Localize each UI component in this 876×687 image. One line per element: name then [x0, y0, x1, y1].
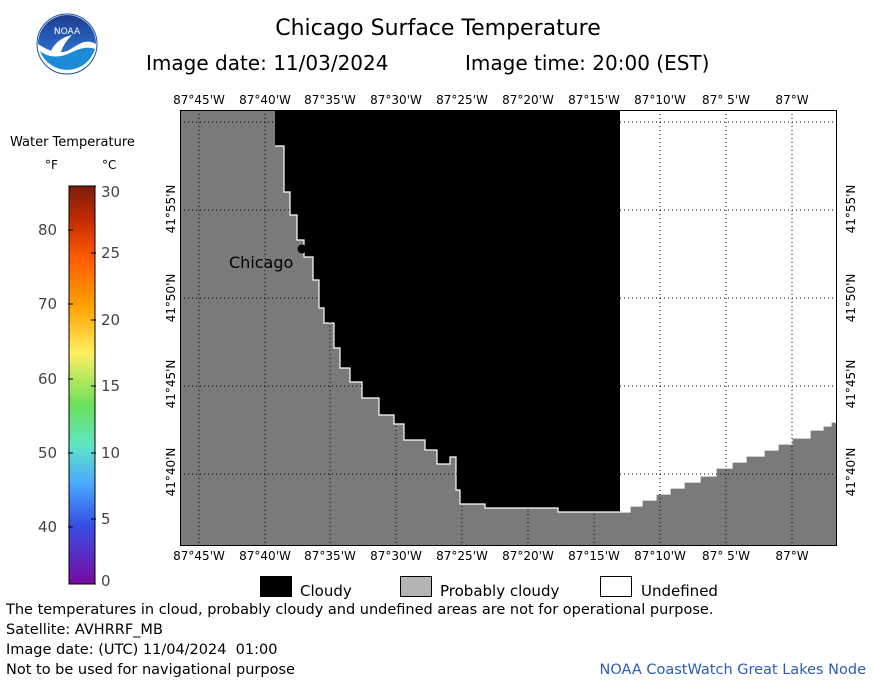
- lon-label-bottom: 87°40'W: [239, 549, 291, 563]
- image-date: Image date: 11/03/2024: [146, 51, 389, 75]
- c-tick: 0: [101, 572, 111, 590]
- colorbar: [68, 185, 96, 585]
- lon-label-bottom: 87°45'W: [173, 549, 225, 563]
- lat-label-right: 41°40'N: [844, 447, 858, 497]
- lon-label-top: 87° 5'W: [702, 93, 750, 107]
- lon-label-bottom: 87°25'W: [436, 549, 488, 563]
- svg-text:NOAA: NOAA: [54, 27, 81, 37]
- lat-label-right: 41°45'N: [844, 359, 858, 409]
- utc-date: Image date: (UTC) 11/04/2024 01:00: [6, 642, 278, 658]
- colorbar-title: Water Temperature: [10, 135, 135, 150]
- lon-label-top: 87°45'W: [173, 93, 225, 107]
- lat-label-left: 41°45'N: [164, 359, 178, 409]
- lat-label-right: 41°50'N: [844, 273, 858, 323]
- unit-celsius: °C: [102, 158, 117, 172]
- f-tick: 70: [38, 295, 58, 313]
- lat-label-left: 41°40'N: [164, 447, 178, 497]
- f-tick: 40: [38, 518, 58, 536]
- lon-label-bottom: 87°35'W: [304, 549, 356, 563]
- lon-label-top: 87°30'W: [370, 93, 422, 107]
- satellite-info: Satellite: AVHRRF_MB: [6, 622, 163, 638]
- chicago-marker: [297, 244, 307, 254]
- lon-label-bottom: 87°20'W: [502, 549, 554, 563]
- c-tick: 25: [101, 244, 121, 262]
- temperature-map: [180, 110, 837, 546]
- lon-label-top: 87°W: [775, 93, 809, 107]
- c-tick: 15: [101, 377, 121, 395]
- lon-label-top: 87°20'W: [502, 93, 554, 107]
- image-time: Image time: 20:00 (EST): [465, 51, 710, 75]
- f-tick: 50: [38, 444, 58, 462]
- lon-label-bottom: 87°30'W: [370, 549, 422, 563]
- legend-label-probably-cloudy: Probably cloudy: [440, 582, 560, 600]
- c-tick: 20: [101, 311, 121, 329]
- legend-label-undefined: Undefined: [641, 582, 718, 600]
- c-tick: 10: [101, 444, 121, 462]
- lon-label-bottom: 87°15'W: [568, 549, 620, 563]
- lon-label-top: 87°35'W: [304, 93, 356, 107]
- lon-label-top: 87°15'W: [568, 93, 620, 107]
- cloud-area: [275, 110, 620, 512]
- city-label: Chicago: [229, 253, 294, 272]
- legend-swatch-cloudy: [260, 576, 292, 597]
- legend-swatch-probably-cloudy: [400, 576, 432, 597]
- navigation-warning: Not to be used for navigational purpose: [6, 662, 295, 678]
- c-tick: 30: [101, 183, 121, 201]
- c-tick: 5: [101, 510, 111, 528]
- legend-swatch-undefined: [600, 576, 632, 597]
- map-title: Chicago Surface Temperature: [275, 16, 601, 41]
- undefined-lake-area: [620, 110, 837, 512]
- lat-label-right: 41°55'N: [844, 184, 858, 234]
- f-tick: 60: [38, 370, 58, 388]
- lon-label-bottom: 87°W: [775, 549, 809, 563]
- lon-label-top: 87°40'W: [239, 93, 291, 107]
- lon-label-top: 87°10'W: [634, 93, 686, 107]
- lon-label-bottom: 87°10'W: [634, 549, 686, 563]
- lat-label-left: 41°50'N: [164, 273, 178, 323]
- credit-text: NOAA CoastWatch Great Lakes Node: [599, 662, 866, 678]
- unit-fahrenheit: °F: [45, 158, 58, 172]
- graticule: [180, 110, 837, 546]
- lat-label-left: 41°55'N: [164, 184, 178, 234]
- lon-label-top: 87°25'W: [436, 93, 488, 107]
- noaa-logo-icon: NOAA: [36, 13, 98, 75]
- lon-label-bottom: 87° 5'W: [702, 549, 750, 563]
- disclaimer-note: The temperatures in cloud, probably clou…: [6, 602, 714, 618]
- legend-label-cloudy: Cloudy: [300, 582, 352, 600]
- f-tick: 80: [38, 221, 58, 239]
